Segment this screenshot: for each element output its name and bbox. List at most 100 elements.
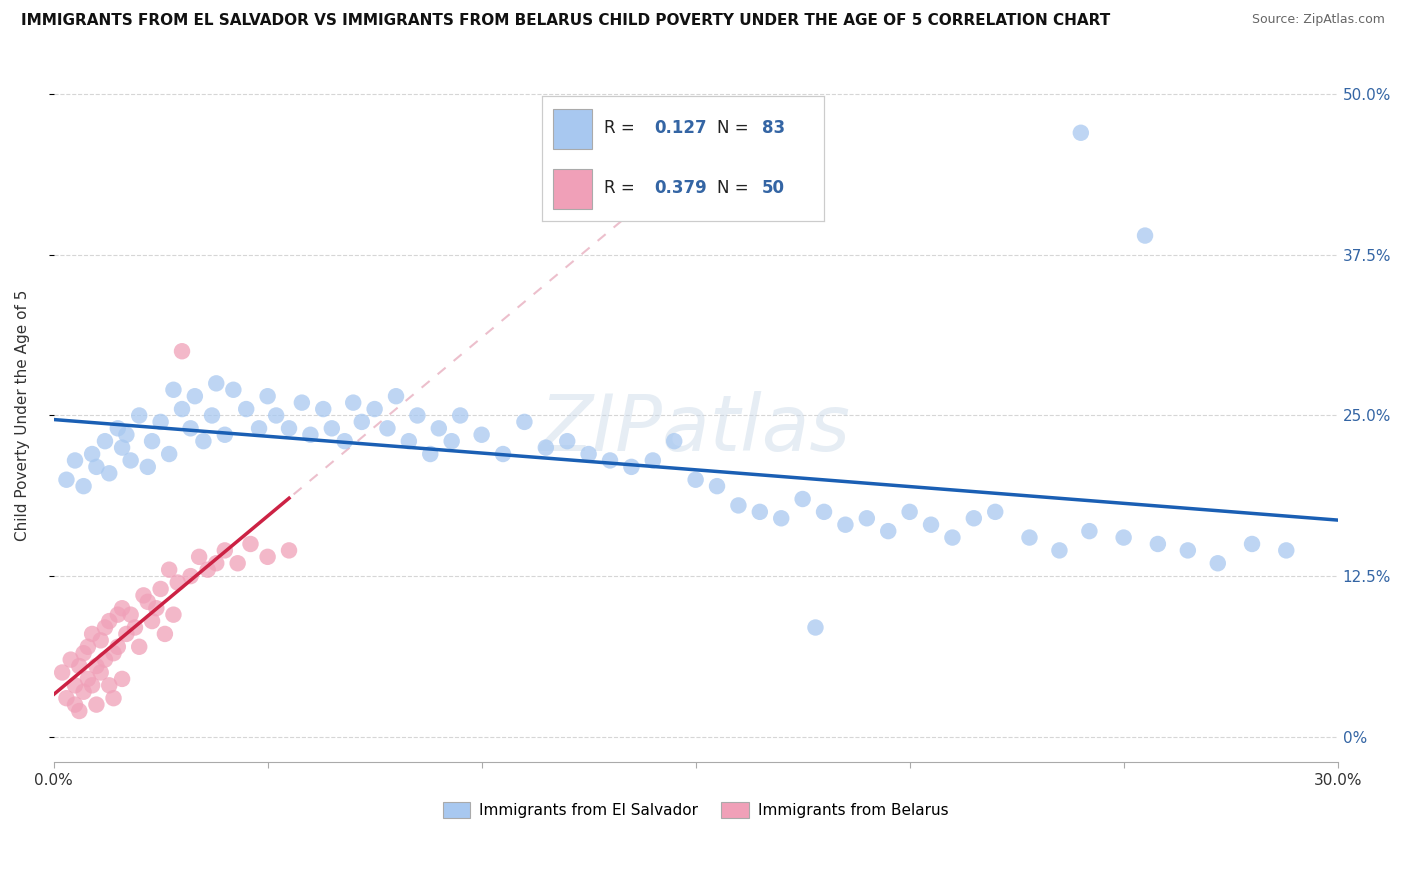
Point	[1206, 556, 1229, 570]
Point	[534, 441, 557, 455]
Point	[342, 395, 364, 409]
Point	[63, 678, 86, 692]
Point	[1240, 537, 1263, 551]
Point	[398, 434, 420, 449]
Point	[920, 517, 942, 532]
Point	[136, 595, 159, 609]
Point	[856, 511, 879, 525]
Point	[86, 459, 108, 474]
Point	[264, 409, 287, 423]
Point	[55, 691, 77, 706]
Point	[141, 614, 163, 628]
Point	[706, 479, 728, 493]
Point	[321, 421, 343, 435]
Point	[770, 511, 793, 525]
Point	[449, 409, 471, 423]
Point	[1147, 537, 1170, 551]
Point	[162, 607, 184, 622]
Point	[72, 646, 94, 660]
Point	[427, 421, 450, 435]
Point	[205, 376, 228, 391]
Point	[107, 607, 129, 622]
Point	[748, 505, 770, 519]
Point	[76, 672, 98, 686]
Point	[201, 409, 224, 423]
Point	[792, 491, 814, 506]
Point	[1112, 531, 1135, 545]
Point	[214, 543, 236, 558]
Point	[239, 537, 262, 551]
Point	[59, 652, 82, 666]
Point	[898, 505, 921, 519]
Point	[111, 672, 134, 686]
Y-axis label: Child Poverty Under the Age of 5: Child Poverty Under the Age of 5	[15, 290, 30, 541]
Point	[1177, 543, 1199, 558]
Point	[620, 459, 643, 474]
Point	[813, 505, 835, 519]
Point	[377, 421, 399, 435]
Point	[1275, 543, 1298, 558]
Point	[685, 473, 707, 487]
Point	[162, 383, 184, 397]
Point	[111, 601, 134, 615]
Point	[120, 453, 142, 467]
Point	[877, 524, 900, 538]
Point	[419, 447, 441, 461]
Point	[103, 691, 125, 706]
Point	[834, 517, 856, 532]
Point	[67, 659, 90, 673]
Point	[94, 620, 117, 634]
Point	[94, 652, 117, 666]
Point	[406, 409, 429, 423]
Point	[120, 607, 142, 622]
Point	[170, 402, 193, 417]
Point	[333, 434, 356, 449]
Point	[188, 549, 211, 564]
Point	[555, 434, 578, 449]
Point	[166, 575, 188, 590]
Point	[107, 640, 129, 654]
Point	[107, 421, 129, 435]
Point	[76, 640, 98, 654]
Point	[90, 665, 112, 680]
Point	[51, 665, 73, 680]
Point	[804, 620, 827, 634]
Point	[222, 383, 245, 397]
Point	[124, 620, 146, 634]
Point	[727, 499, 749, 513]
Text: IMMIGRANTS FROM EL SALVADOR VS IMMIGRANTS FROM BELARUS CHILD POVERTY UNDER THE A: IMMIGRANTS FROM EL SALVADOR VS IMMIGRANT…	[21, 13, 1111, 29]
Point	[132, 588, 155, 602]
Point	[291, 395, 314, 409]
Point	[278, 421, 301, 435]
Point	[157, 563, 180, 577]
Point	[103, 646, 125, 660]
Point	[55, 473, 77, 487]
Point	[115, 627, 138, 641]
Point	[1049, 543, 1071, 558]
Point	[157, 447, 180, 461]
Point	[111, 441, 134, 455]
Point	[63, 453, 86, 467]
Point	[149, 582, 172, 596]
Point	[149, 415, 172, 429]
Point	[312, 402, 335, 417]
Point	[82, 627, 104, 641]
Point	[214, 427, 236, 442]
Point	[115, 427, 138, 442]
Point	[256, 389, 278, 403]
Point	[664, 434, 686, 449]
Point	[180, 421, 202, 435]
Point	[578, 447, 600, 461]
Point	[72, 479, 94, 493]
Point	[86, 698, 108, 712]
Text: ZIPatlas: ZIPatlas	[540, 392, 851, 467]
Point	[963, 511, 986, 525]
Point	[641, 453, 664, 467]
Point	[1078, 524, 1101, 538]
Point	[82, 678, 104, 692]
Point	[440, 434, 463, 449]
Point	[226, 556, 249, 570]
Legend: Immigrants from El Salvador, Immigrants from Belarus: Immigrants from El Salvador, Immigrants …	[437, 796, 955, 824]
Point	[136, 459, 159, 474]
Point	[471, 427, 494, 442]
